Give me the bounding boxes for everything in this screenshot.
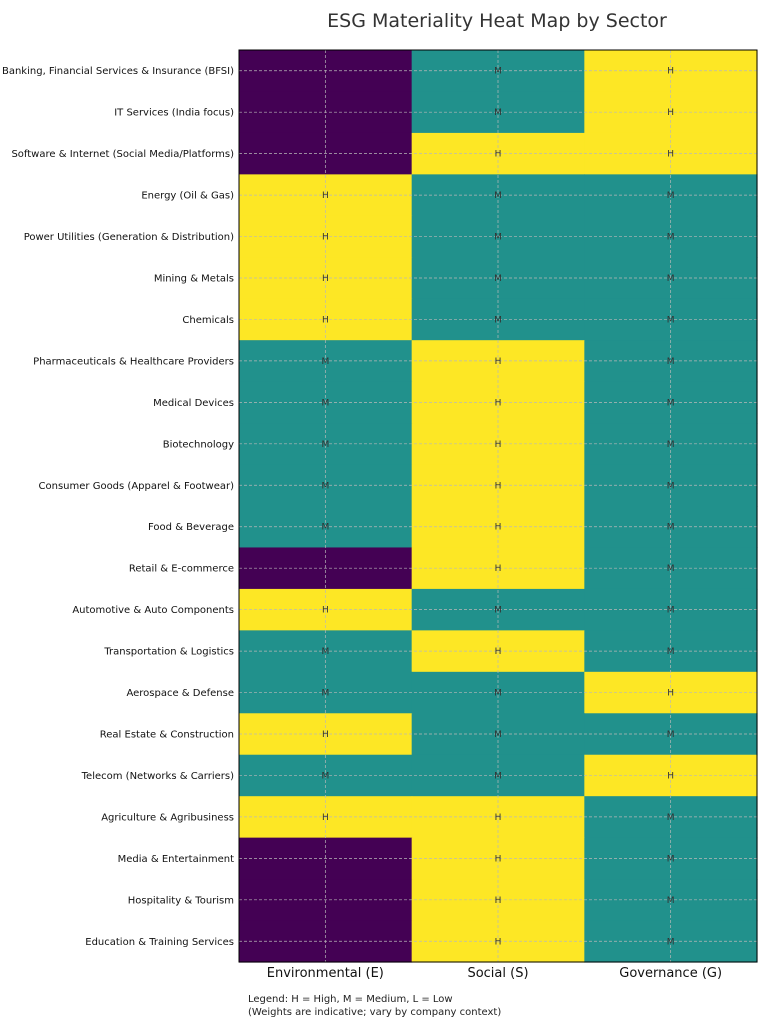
row-label: Retail & E-commerce: [129, 564, 234, 575]
cell-value-label: H: [495, 937, 502, 947]
cell-value-label: H: [495, 896, 502, 906]
cell-value-label: H: [495, 523, 502, 533]
cell-value-label: M: [494, 730, 502, 740]
row-label: Consumer Goods (Apparel & Footwear): [39, 481, 235, 492]
cell-value-label: H: [667, 150, 674, 160]
cell-value-label: M: [667, 191, 675, 201]
row-label: Automotive & Auto Components: [72, 605, 234, 616]
row-label: Mining & Metals: [154, 274, 234, 285]
row-label: Chemicals: [182, 315, 234, 326]
cell-value-label: M: [321, 398, 329, 408]
cell-value-label: M: [667, 274, 675, 284]
row-label: Medical Devices: [153, 398, 234, 409]
cell-value-label: M: [667, 357, 675, 367]
cell-value-label: M: [667, 481, 675, 491]
legend-subnote: (Weights are indicative; vary by company…: [248, 1007, 502, 1018]
cell-value-label: H: [667, 67, 674, 77]
cell-value-label: M: [667, 813, 675, 823]
cell-value-label: M: [667, 233, 675, 243]
cell-value-label: M: [494, 191, 502, 201]
row-label: Media & Entertainment: [118, 854, 234, 865]
cell-value-label: M: [321, 771, 329, 781]
cell-value-label: M: [494, 606, 502, 616]
cell-value-label: H: [495, 357, 502, 367]
cell-value-label: M: [494, 315, 502, 325]
cell-value-label: M: [667, 398, 675, 408]
cell-value-label: H: [322, 813, 329, 823]
cell-value-label: M: [667, 523, 675, 533]
cell-value-label: H: [667, 689, 674, 699]
row-label: Food & Beverage: [148, 522, 234, 533]
cell-value-label: M: [494, 233, 502, 243]
cell-value-label: M: [667, 564, 675, 574]
cell-value-label: M: [494, 67, 502, 77]
cell-value-label: M: [321, 357, 329, 367]
cell-value-label: H: [495, 813, 502, 823]
cell-value-label: M: [321, 523, 329, 533]
cell-value-label: H: [495, 440, 502, 450]
legend-note: Legend: H = High, M = Medium, L = Low: [248, 994, 453, 1005]
cell-value-label: H: [495, 481, 502, 491]
cell-value-label: M: [494, 108, 502, 118]
cell-value-label: H: [322, 730, 329, 740]
cell-value-label: M: [321, 689, 329, 699]
cell-value-label: H: [495, 647, 502, 657]
cell-value-label: M: [667, 440, 675, 450]
cell-value-label: M: [321, 440, 329, 450]
cell-value-label: M: [321, 647, 329, 657]
cell-value-label: M: [667, 854, 675, 864]
cell-value-label: M: [321, 481, 329, 491]
cell-value-label: M: [667, 937, 675, 947]
cell-value-label: M: [667, 315, 675, 325]
cell-value-label: H: [322, 315, 329, 325]
cell-value-label: M: [494, 771, 502, 781]
row-label: Energy (Oil & Gas): [141, 191, 234, 202]
column-label: Governance (G): [619, 966, 722, 981]
cell-value-label: H: [667, 108, 674, 118]
row-label: Transportation & Logistics: [103, 647, 234, 658]
row-label: Biotechnology: [163, 439, 234, 450]
row-label: Power Utilities (Generation & Distributi…: [24, 232, 234, 243]
row-label: Aerospace & Defense: [126, 688, 234, 699]
cell-value-label: H: [322, 274, 329, 284]
plot-frame: [238, 49, 758, 963]
cell-value-label: H: [322, 233, 329, 243]
cell-value-label: M: [667, 606, 675, 616]
cell-value-label: H: [667, 771, 674, 781]
column-label: Social (S): [467, 966, 528, 981]
row-label: Hospitality & Tourism: [128, 895, 234, 906]
cell-value-label: M: [667, 647, 675, 657]
column-label: Environmental (E): [267, 966, 384, 981]
row-label: Real Estate & Construction: [100, 730, 234, 741]
row-label: Software & Internet (Social Media/Platfo…: [11, 149, 234, 160]
row-label: Telecom (Networks & Carriers): [81, 771, 234, 782]
cell-value-label: M: [494, 274, 502, 284]
row-label: Agriculture & Agribusiness: [101, 812, 234, 823]
cell-value-label: H: [495, 150, 502, 160]
cell-value-label: H: [495, 564, 502, 574]
row-label: Education & Training Services: [85, 937, 234, 948]
cell-value-label: M: [494, 689, 502, 699]
cell-value-label: M: [667, 896, 675, 906]
cell-value-label: H: [495, 398, 502, 408]
row-label: Banking, Financial Services & Insurance …: [2, 66, 234, 77]
row-label: IT Services (India focus): [114, 108, 234, 119]
row-label: Pharmaceuticals & Healthcare Providers: [33, 356, 234, 367]
chart-title: ESG Materiality Heat Map by Sector: [327, 10, 667, 32]
cell-value-label: H: [495, 854, 502, 864]
cell-value-label: H: [322, 606, 329, 616]
cell-value-label: M: [667, 730, 675, 740]
cell-value-label: H: [322, 191, 329, 201]
